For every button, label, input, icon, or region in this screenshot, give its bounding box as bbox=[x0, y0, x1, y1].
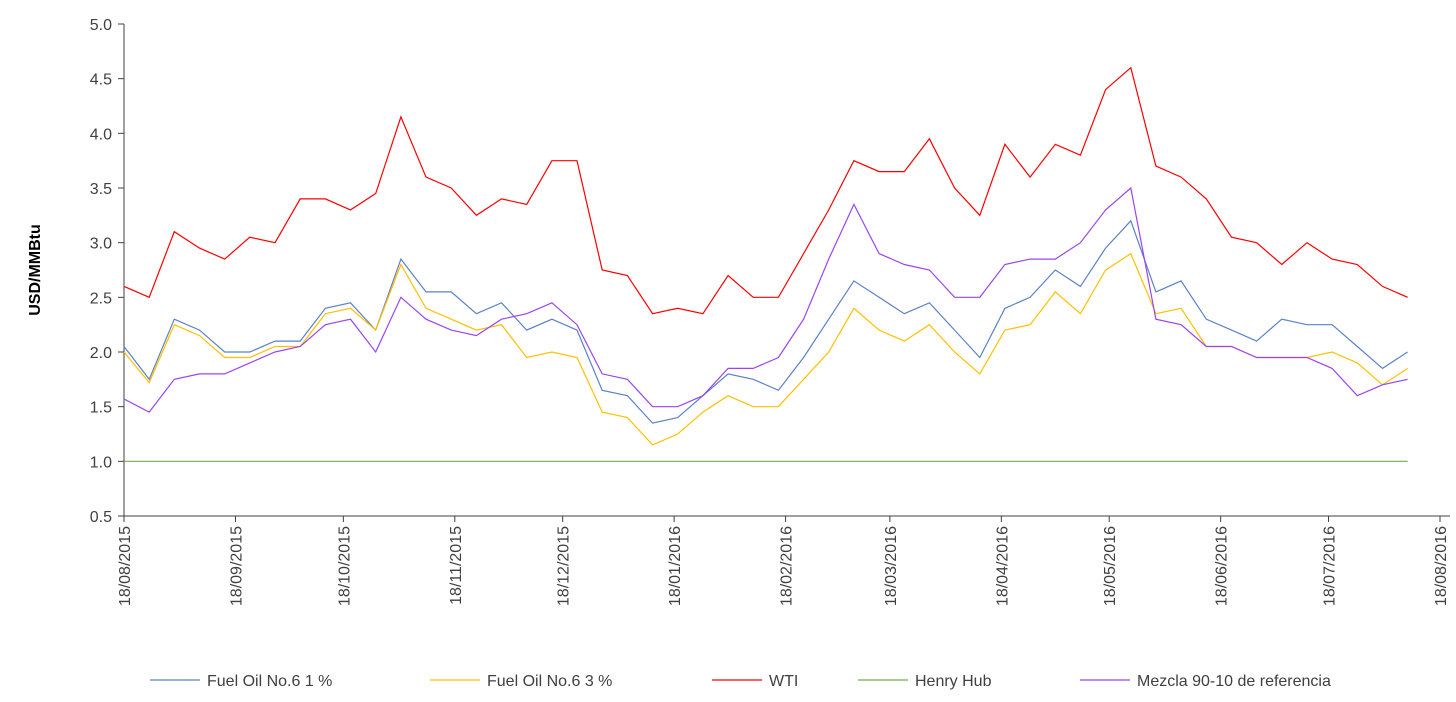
series-line bbox=[123, 219, 1408, 424]
y-tick-label: 3.5 bbox=[90, 181, 112, 198]
x-tick-label: 18/05/2016 bbox=[1102, 526, 1119, 606]
x-tick-label: 18/11/2015 bbox=[448, 526, 465, 605]
y-tick-label: 4.5 bbox=[90, 72, 112, 89]
x-tick-label: 18/06/2016 bbox=[1214, 526, 1231, 606]
series-line bbox=[123, 66, 1408, 315]
x-tick-label: 18/03/2016 bbox=[883, 526, 900, 606]
legend-label: Fuel Oil No.6 1 % bbox=[207, 673, 332, 690]
y-tick-label: 2.5 bbox=[90, 290, 112, 307]
x-tick-label: 18/09/2015 bbox=[228, 526, 245, 606]
legend-label: Fuel Oil No.6 3 % bbox=[487, 673, 612, 690]
x-tick-label: 18/01/2016 bbox=[667, 526, 684, 606]
series-line bbox=[123, 186, 1408, 413]
x-tick-label: 18/02/2016 bbox=[779, 526, 796, 606]
legend-label: WTI bbox=[769, 673, 798, 690]
y-tick-label: 2.0 bbox=[90, 345, 112, 362]
y-tick-label: 0.5 bbox=[90, 509, 112, 526]
legend-label: Mezcla 90-10 de referencia bbox=[1137, 673, 1331, 690]
series-line bbox=[123, 252, 1408, 446]
x-tick-label: 18/10/2015 bbox=[336, 526, 353, 606]
y-tick-label: 3.0 bbox=[90, 236, 112, 253]
y-tick-label: 5.0 bbox=[90, 17, 112, 34]
x-tick-label: 18/04/2016 bbox=[994, 526, 1011, 606]
x-tick-label: 18/07/2016 bbox=[1322, 526, 1339, 606]
x-tick-label: 18/08/2015 bbox=[117, 526, 134, 606]
y-tick-label: 1.0 bbox=[90, 454, 112, 471]
x-tick-label: 18/12/2015 bbox=[556, 526, 573, 606]
y-tick-label: 1.5 bbox=[90, 400, 112, 417]
x-tick-label: 18/08/2016 bbox=[1433, 526, 1450, 606]
y-axis-label: USD/MMBtu bbox=[27, 224, 44, 316]
legend-label: Henry Hub bbox=[915, 673, 992, 690]
y-tick-label: 4.0 bbox=[90, 126, 112, 143]
